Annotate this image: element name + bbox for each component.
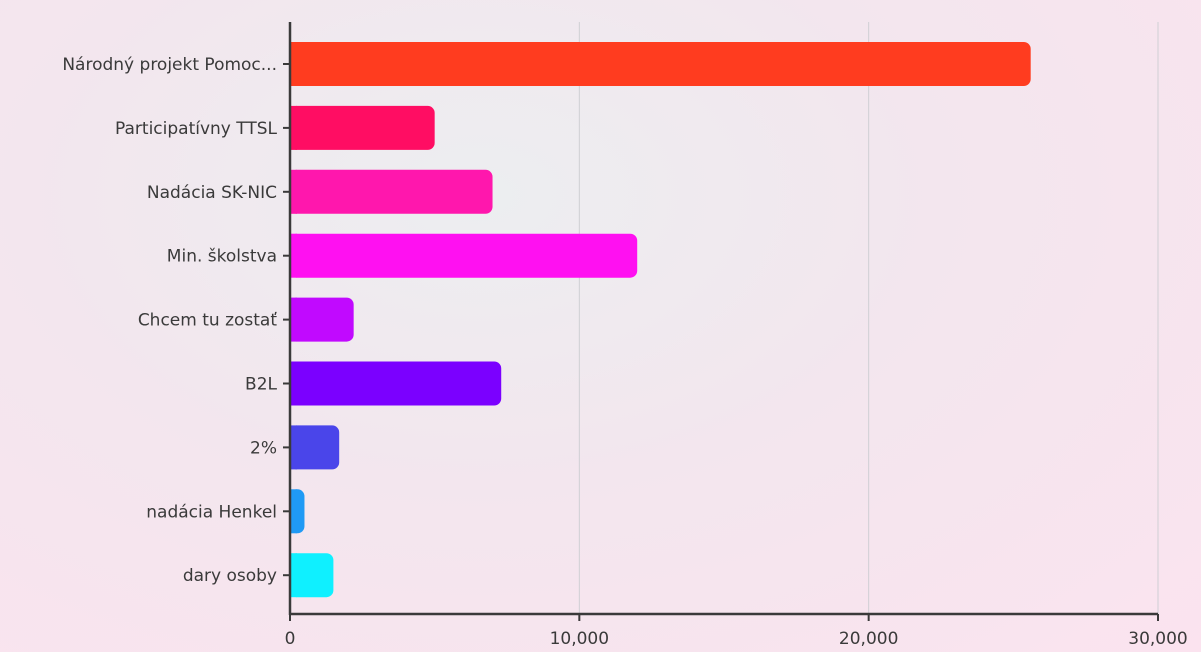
bars	[290, 42, 1031, 598]
category-label: Chcem tu zostať	[138, 311, 278, 331]
bar-edge	[290, 105, 297, 150]
category-label: dary osoby	[183, 566, 277, 586]
bar-edge	[290, 425, 297, 470]
bar	[290, 297, 354, 342]
category-label: B2L	[245, 375, 277, 395]
x-tick-label: 30,000	[1128, 629, 1187, 649]
category-label: Národný projekt Pomoc...	[62, 55, 277, 75]
bar	[290, 361, 502, 406]
bar	[290, 233, 638, 278]
category-label: Nadácia SK-NIC	[147, 183, 277, 203]
bar-edge	[290, 361, 297, 406]
category-label: 2%	[250, 438, 277, 458]
bar	[290, 105, 435, 150]
bar	[290, 169, 493, 214]
x-tick-label: 20,000	[839, 629, 898, 649]
grid-lines	[578, 22, 1159, 614]
x-tick-label: 10,000	[550, 629, 609, 649]
bar-edge	[290, 42, 297, 86]
bar-edge	[290, 489, 297, 534]
bar-edge	[290, 297, 297, 342]
axes	[283, 22, 1159, 621]
category-label: Participatívny TTSL	[115, 119, 278, 139]
bar-edge	[290, 233, 297, 278]
bar-edge	[290, 169, 297, 214]
category-label: nadácia Henkel	[146, 502, 277, 522]
bar	[290, 553, 334, 598]
bar	[290, 42, 1031, 86]
category-label: Min. školstva	[167, 247, 277, 267]
bar	[290, 425, 340, 470]
labels: 0 10,000 20,000 30,000 Národný projekt Pomoc…	[62, 55, 1187, 649]
bar-edge	[290, 553, 297, 598]
x-tick-label: 0	[285, 629, 296, 649]
